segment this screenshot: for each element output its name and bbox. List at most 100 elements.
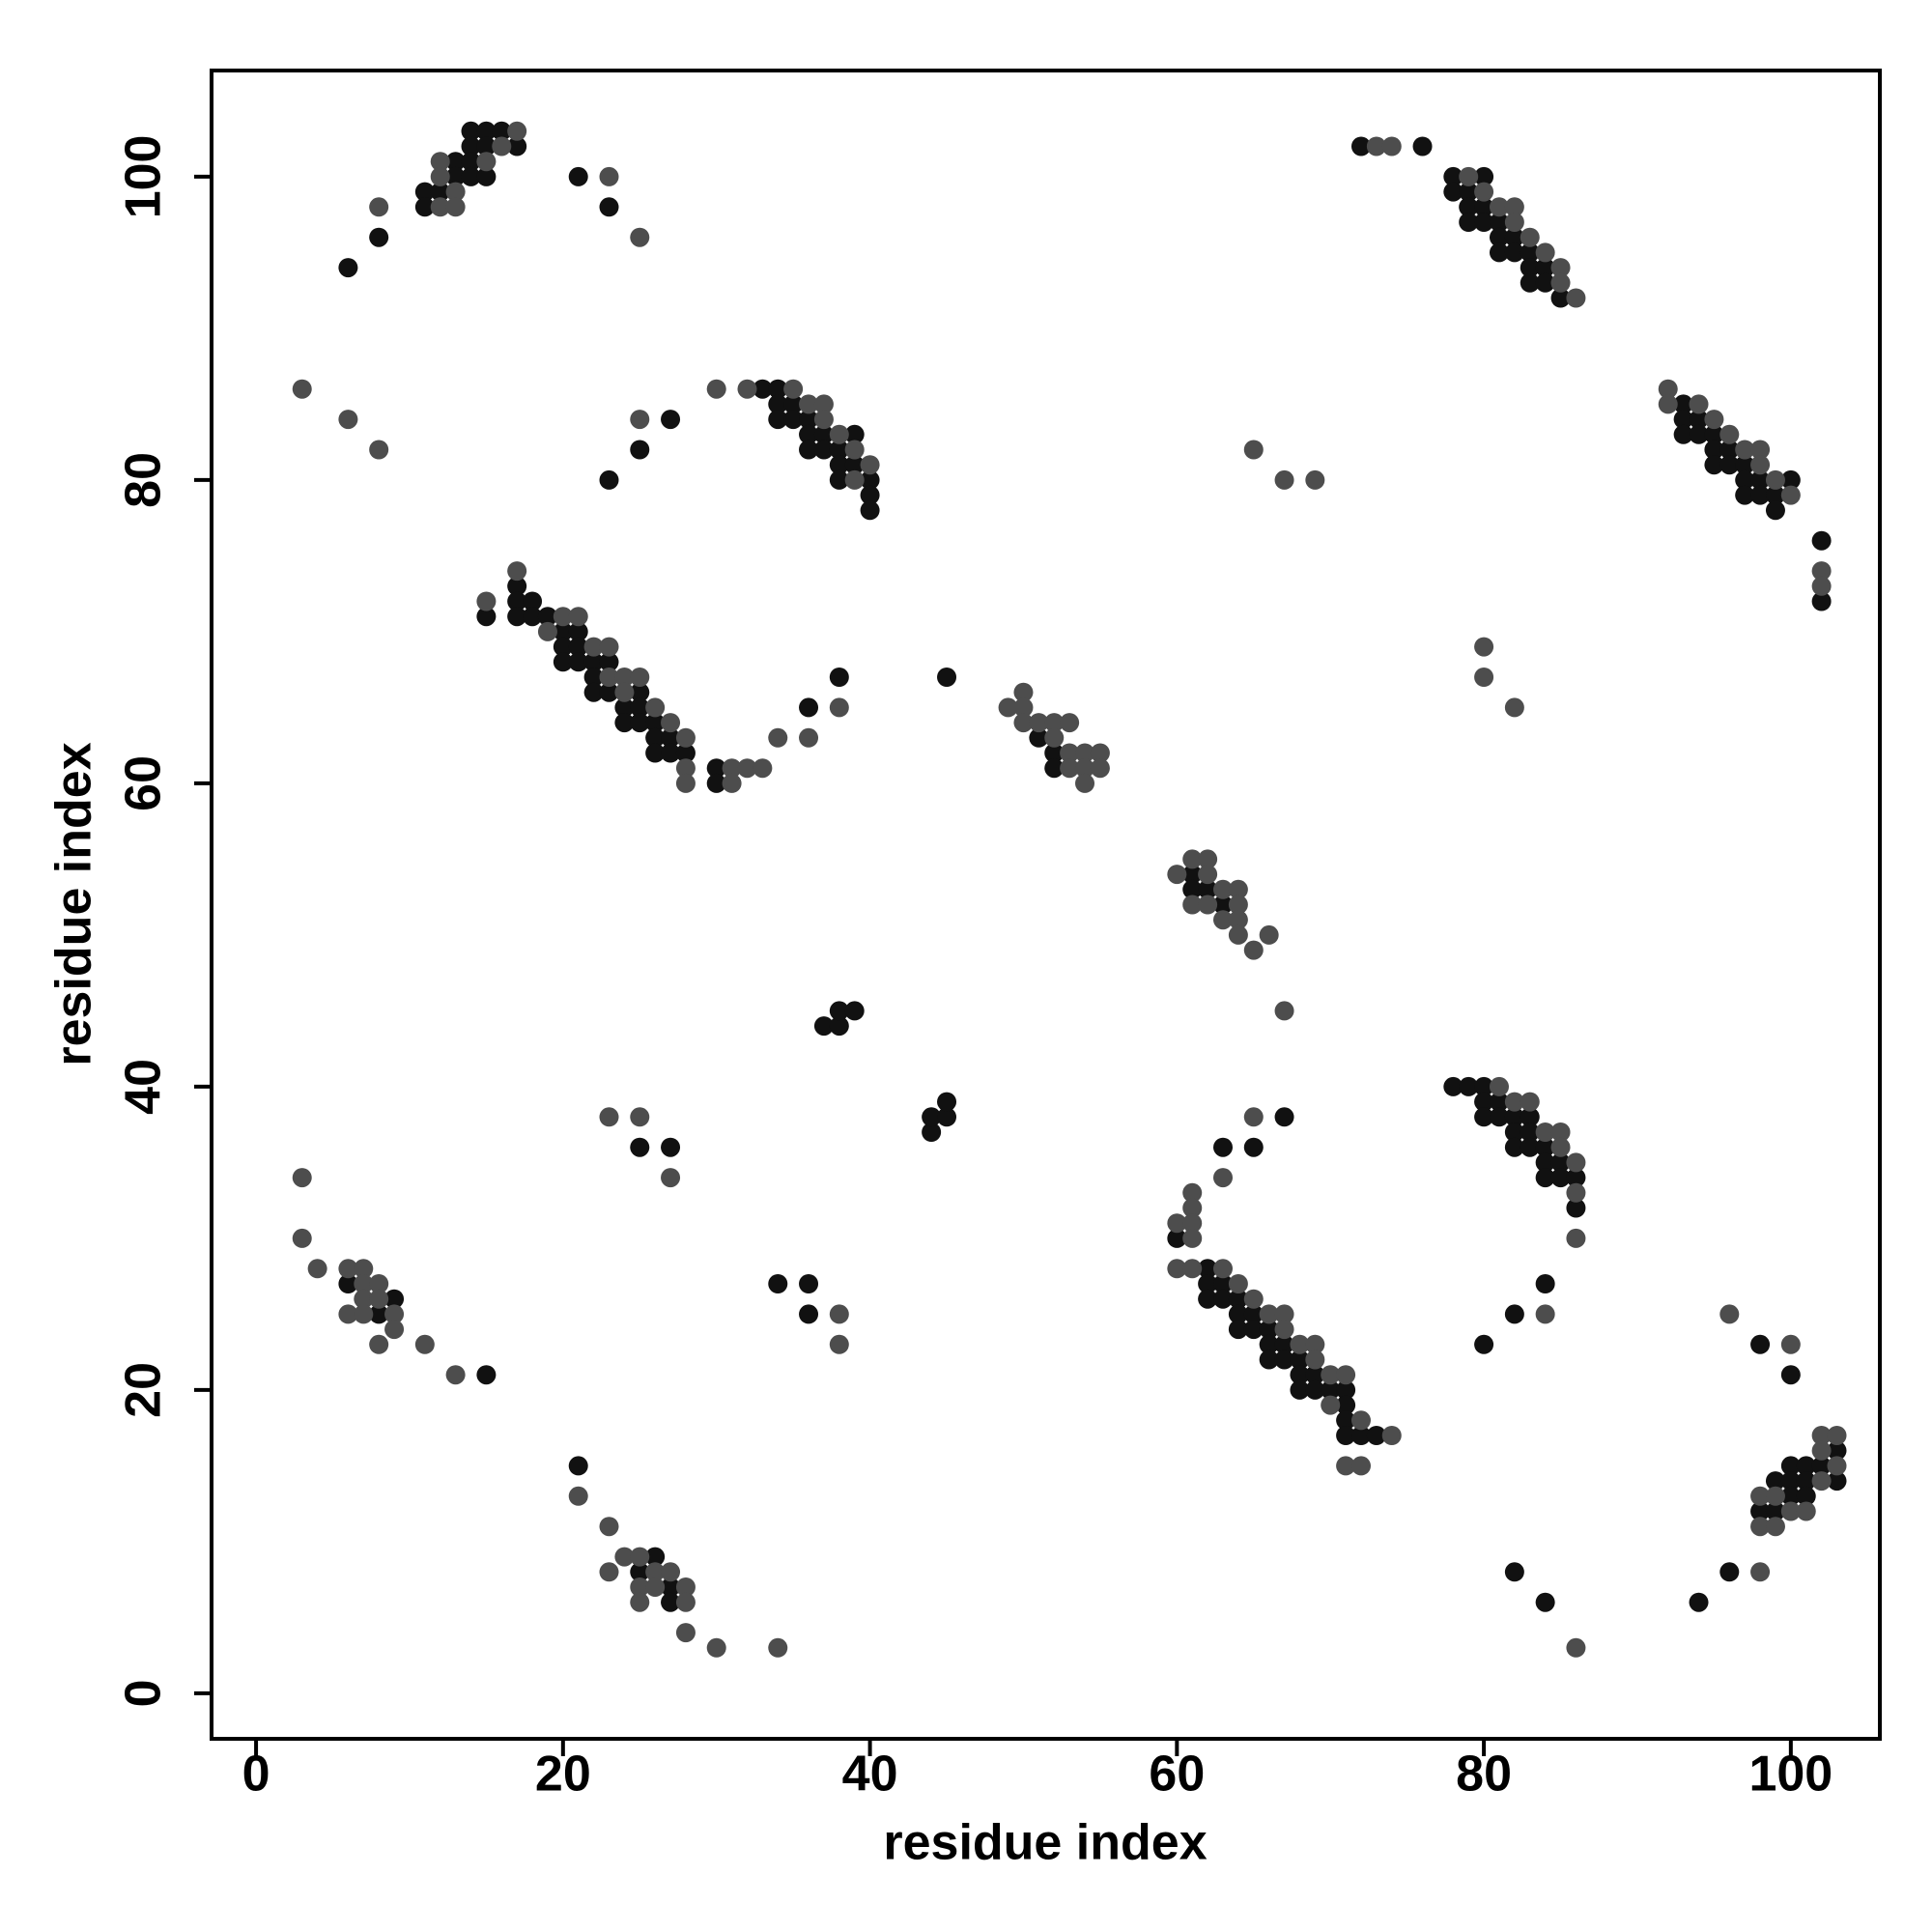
point xyxy=(1243,1137,1264,1157)
point xyxy=(1719,424,1740,444)
point xyxy=(1689,1592,1709,1612)
point xyxy=(1566,1152,1586,1173)
point xyxy=(568,652,588,672)
point xyxy=(630,440,650,460)
point xyxy=(1811,591,1832,611)
point xyxy=(1520,258,1540,278)
point xyxy=(1780,1334,1801,1354)
point xyxy=(1198,1259,1218,1279)
point xyxy=(661,1168,681,1188)
point xyxy=(630,227,650,247)
point xyxy=(1550,1122,1571,1142)
point xyxy=(537,621,557,641)
point xyxy=(338,1304,358,1324)
point xyxy=(1489,197,1509,217)
point xyxy=(1336,1410,1356,1431)
point xyxy=(813,1016,834,1037)
point xyxy=(1321,1379,1341,1400)
point xyxy=(1198,865,1218,885)
point xyxy=(1090,758,1110,779)
point xyxy=(706,758,726,779)
point xyxy=(1044,713,1065,733)
point xyxy=(1673,410,1693,430)
point xyxy=(1811,1440,1832,1461)
point xyxy=(1228,924,1248,945)
point xyxy=(354,1259,374,1279)
point xyxy=(307,1259,327,1279)
point xyxy=(599,166,619,186)
point xyxy=(599,1562,619,1582)
x-tick-label: 40 xyxy=(842,1747,898,1803)
point xyxy=(1750,1334,1771,1354)
point xyxy=(568,1486,588,1506)
point xyxy=(507,576,527,596)
point xyxy=(645,743,666,763)
point xyxy=(1765,1471,1785,1492)
point xyxy=(799,727,819,748)
point xyxy=(338,410,358,430)
point xyxy=(1213,1289,1234,1309)
point xyxy=(1259,1334,1279,1354)
point xyxy=(1366,1426,1386,1445)
point xyxy=(1259,1304,1279,1324)
point xyxy=(1504,227,1524,247)
point xyxy=(445,197,466,217)
x-tick-label: 20 xyxy=(535,1747,591,1803)
point xyxy=(1765,1486,1785,1506)
point xyxy=(1765,1517,1785,1537)
point xyxy=(1550,1137,1571,1157)
point xyxy=(1243,940,1264,960)
point xyxy=(1811,530,1832,551)
point xyxy=(568,1456,588,1476)
point xyxy=(1489,242,1509,263)
point xyxy=(768,410,788,430)
point xyxy=(1489,1076,1509,1096)
point xyxy=(507,121,527,141)
point xyxy=(1274,1107,1294,1127)
point xyxy=(369,1289,389,1309)
point xyxy=(1719,1304,1740,1324)
point xyxy=(1811,561,1832,582)
point xyxy=(1198,879,1218,899)
point xyxy=(1305,1365,1325,1385)
point xyxy=(1750,469,1771,490)
point xyxy=(1811,1456,1832,1476)
point xyxy=(1750,1562,1771,1582)
point xyxy=(645,697,666,718)
point xyxy=(583,682,604,702)
x-tick-label: 60 xyxy=(1149,1747,1205,1803)
point xyxy=(599,469,619,490)
point xyxy=(1350,136,1371,156)
point xyxy=(1796,1501,1816,1521)
point xyxy=(1213,1168,1234,1188)
point xyxy=(614,1547,635,1567)
point xyxy=(1167,865,1187,885)
point xyxy=(430,166,450,186)
point xyxy=(476,152,497,172)
point xyxy=(1811,1471,1832,1492)
point xyxy=(630,1577,650,1597)
point xyxy=(1213,895,1234,915)
point xyxy=(507,607,527,627)
point xyxy=(338,1274,358,1293)
point xyxy=(1811,576,1832,596)
point xyxy=(1535,1152,1555,1173)
point xyxy=(1689,424,1709,444)
point xyxy=(553,621,573,641)
point xyxy=(675,758,696,779)
point xyxy=(1719,440,1740,460)
point xyxy=(292,1228,312,1248)
point xyxy=(1336,1379,1356,1400)
point xyxy=(1719,455,1740,475)
point xyxy=(1274,469,1294,490)
plot-frame xyxy=(210,69,1882,1741)
point xyxy=(369,227,389,247)
point xyxy=(1459,213,1479,232)
point xyxy=(706,1637,726,1658)
point xyxy=(1198,849,1218,869)
point xyxy=(998,697,1018,718)
point xyxy=(553,652,573,672)
point xyxy=(1443,166,1463,186)
point xyxy=(1182,849,1203,869)
